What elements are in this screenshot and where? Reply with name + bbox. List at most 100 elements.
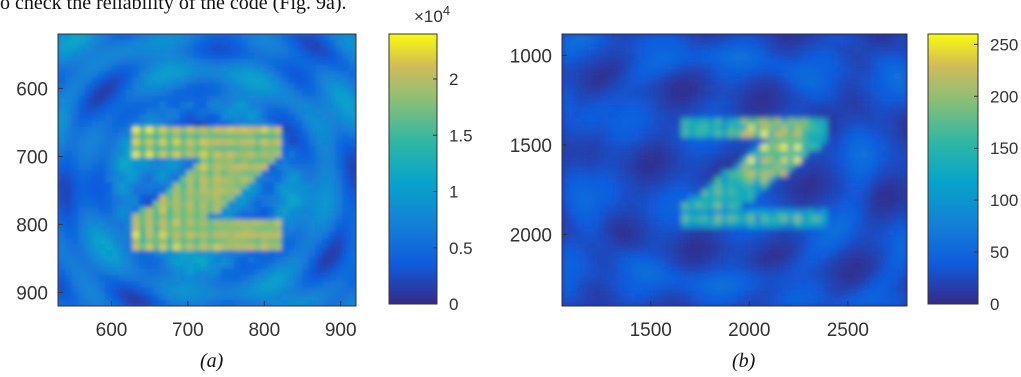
heatmap-a-cell	[200, 64, 208, 72]
heatmap-a-cell	[322, 268, 330, 276]
heatmap-b-cell	[741, 182, 749, 191]
heatmap-a-cell	[186, 71, 195, 78]
heatmap-b-cell	[628, 92, 636, 100]
heatmap-a-cell	[200, 157, 208, 165]
heatmap-b-cell	[834, 131, 842, 139]
heatmap-a-cell	[146, 207, 154, 214]
heatmap-a-cell	[112, 244, 120, 251]
heatmap-b-cell	[707, 254, 716, 262]
heatmap-a-cell	[227, 114, 235, 122]
heatmap-a-cell	[227, 71, 235, 78]
heatmap-a-cell	[281, 64, 289, 72]
heatmap-b-cell	[867, 118, 875, 126]
heatmap-b-cell	[562, 144, 570, 152]
heatmap-a-cell	[58, 157, 66, 165]
heatmap-b-cell	[648, 182, 656, 191]
heatmap-a-cell	[349, 170, 356, 177]
heatmap-a-cell	[322, 126, 330, 134]
heatmap-b-cell	[814, 98, 822, 106]
heatmap-a-cell	[234, 287, 242, 295]
heatmap-a-cell	[132, 145, 140, 153]
heatmap-a-cell	[274, 34, 283, 41]
heatmap-a-cell	[274, 207, 283, 214]
heatmap-b-cell	[893, 280, 901, 288]
heatmap-a-cell	[85, 182, 93, 190]
heatmap-a-cell	[98, 40, 107, 47]
heatmap-a-cell	[118, 275, 127, 282]
heatmap-b-cell	[568, 293, 576, 301]
heatmap-b-cell	[900, 150, 907, 158]
heatmap-a-cell	[118, 77, 127, 85]
heatmap-b-cell	[887, 72, 895, 80]
heatmap-a-cell	[166, 114, 174, 122]
heatmap-b-cell	[668, 202, 676, 210]
heatmap-b-cell	[575, 228, 583, 236]
heatmap-b-cell	[800, 124, 809, 132]
heatmap-b-cell	[668, 176, 676, 184]
heatmap-b-cell	[661, 182, 669, 191]
heatmap-b-cell	[873, 234, 882, 242]
heatmap-b-cell	[694, 299, 702, 306]
heatmap-b-cell	[595, 293, 603, 301]
heatmap-b-cell	[840, 176, 848, 184]
heatmap-a-cell	[85, 170, 93, 177]
heatmap-b-cell	[873, 228, 882, 236]
heatmap-a-cell	[85, 188, 93, 196]
heatmap-a-cell	[64, 207, 73, 214]
heatmap-b-cell	[575, 208, 583, 216]
heatmap-b-cell	[681, 92, 689, 100]
heatmap-a-cell	[193, 40, 201, 47]
heatmap-a-cell	[146, 281, 154, 289]
heatmap-a-cell	[98, 287, 107, 295]
heatmap-a-cell	[146, 83, 154, 91]
heatmap-b-cell	[581, 221, 590, 229]
heatmap-b-cell	[767, 202, 775, 210]
heatmap-b-cell	[814, 111, 822, 119]
heatmap-a-cell	[71, 188, 79, 196]
heatmap-b-cell	[615, 150, 623, 158]
heatmap-b-cell	[827, 208, 835, 216]
heatmap-b-cell	[800, 286, 809, 294]
heatmap-b-cell	[754, 124, 762, 132]
heatmap-a-cell	[335, 200, 344, 208]
heatmap-a-cell	[328, 34, 337, 41]
heatmap-b-cell	[867, 157, 875, 165]
heatmap-a-cell	[267, 287, 276, 295]
heatmap-b-cell	[681, 215, 689, 223]
heatmap-b-cell	[767, 208, 775, 216]
heatmap-b-cell	[827, 273, 835, 281]
heatmap-b-cell	[621, 34, 629, 42]
heatmap-b-cell	[654, 293, 663, 301]
heatmap-a-cell	[227, 163, 235, 171]
heatmap-b-cell	[820, 267, 828, 275]
heatmap-b-cell	[661, 254, 669, 262]
heatmap-a-cell	[173, 151, 181, 159]
heatmap-a-cell	[193, 200, 201, 208]
heatmap-a-cell	[261, 40, 269, 47]
heatmap-b-cell	[827, 215, 835, 223]
heatmap-b-cell	[820, 234, 828, 242]
colorbar-b-tick-label: 100	[990, 191, 1018, 210]
heatmap-b-cell	[860, 273, 868, 281]
heatmap-b-cell	[734, 273, 742, 281]
heatmap-a-cell	[315, 299, 323, 306]
heatmap-b-cell	[814, 66, 822, 74]
heatmap-b-cell	[893, 66, 901, 74]
heatmap-b-cell	[873, 260, 882, 268]
heatmap-a-cell	[186, 58, 195, 66]
heatmap-a-cell	[322, 225, 330, 233]
heatmap-b-cell	[900, 144, 907, 152]
heatmap-a-cell	[193, 225, 201, 233]
heatmap-b-cell	[595, 85, 603, 93]
heatmap-a-cell	[322, 244, 330, 251]
heatmap-b-cell	[628, 280, 636, 288]
heatmap-a-cell	[58, 194, 66, 202]
heatmap-b-cell	[575, 40, 583, 48]
heatmap-a-cell	[58, 83, 66, 91]
heatmap-b-cell	[615, 105, 623, 113]
heatmap-a-cell	[315, 182, 323, 190]
heatmap-b-cell	[880, 241, 888, 249]
heatmap-b-cell	[681, 59, 689, 67]
heatmap-b-cell	[887, 195, 895, 203]
heatmap-b-cell	[761, 299, 769, 306]
